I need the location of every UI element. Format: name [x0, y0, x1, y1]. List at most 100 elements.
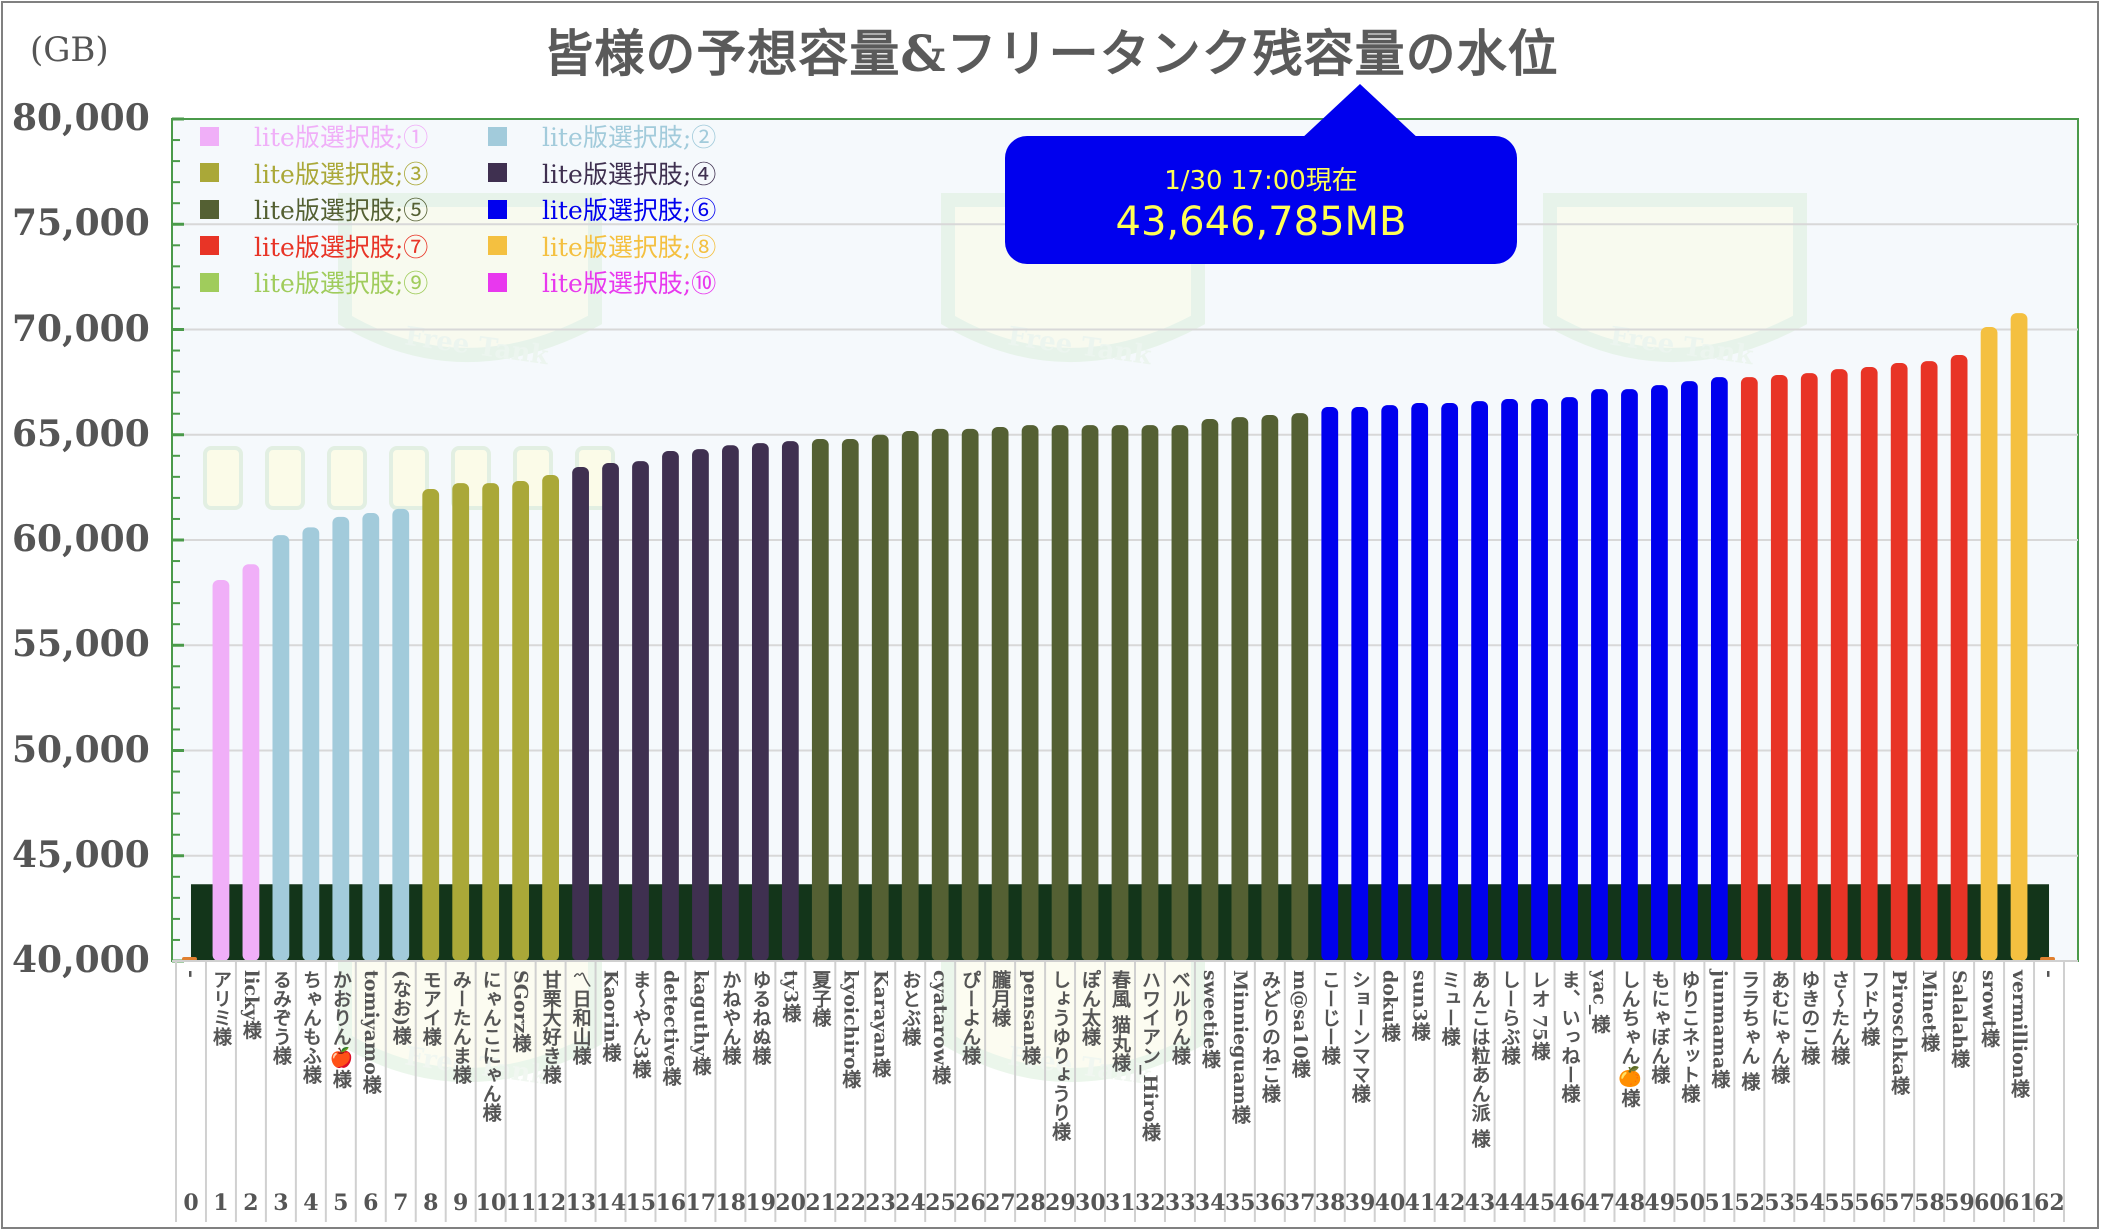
- x-category-name: しょうゆりょうり様: [1049, 970, 1072, 1141]
- x-category-name: vermillion様: [2008, 970, 2031, 1098]
- legend-swatch: [200, 236, 219, 255]
- x-category-name: kaguthy様: [689, 970, 712, 1076]
- x-tick-label: 51: [1704, 1190, 1735, 1216]
- y-tick-label: 75,000: [12, 202, 150, 245]
- x-category-name: ちゃんもふ様: [299, 970, 322, 1084]
- x-category-name: sweetie様: [1198, 970, 1221, 1069]
- x-tick-label: 15: [625, 1190, 657, 1216]
- legend-swatch: [200, 199, 219, 219]
- x-tick-label: 7: [393, 1190, 409, 1216]
- x-tick-label: 33: [1164, 1190, 1196, 1216]
- x-tick-label: 28: [1015, 1190, 1046, 1216]
- bar: [751, 443, 769, 961]
- x-tick-label: 25: [925, 1190, 956, 1216]
- bar: [1920, 361, 1938, 961]
- callout-date: 1/30 17:00現在: [1164, 166, 1358, 196]
- legend-item: lite版選択肢;④: [488, 155, 716, 189]
- x-category-name: sun3様: [1408, 970, 1431, 1041]
- x-tick-label: 42: [1434, 1190, 1466, 1216]
- bar: [662, 450, 679, 961]
- x-tick-label: 29: [1045, 1190, 1076, 1216]
- x-category-name: ハワイアン_Hiro様: [1138, 970, 1161, 1142]
- legend-label: lite版選択肢;⑨: [254, 269, 429, 298]
- callout-total-value: 43,646,785MB: [1115, 199, 1407, 245]
- legend-swatch: [200, 163, 219, 182]
- x-tick-label: 2: [243, 1190, 259, 1216]
- x-tick-label: 61: [2004, 1190, 2035, 1216]
- bar: [1441, 402, 1459, 962]
- x-tick-label: 5: [333, 1190, 349, 1216]
- bar: [1201, 418, 1219, 961]
- legend-item: lite版選択肢;⑩: [488, 264, 716, 298]
- x-tick-label: 48: [1614, 1190, 1646, 1216]
- legend-swatch: [488, 163, 507, 182]
- x-category-name: フドウ様: [1858, 970, 1881, 1046]
- y-tick-label: 60,000: [12, 518, 150, 560]
- x-category-name: Kaorin様: [599, 970, 622, 1062]
- y-tick-label: 55,000: [12, 623, 150, 666]
- bar: [1950, 354, 1968, 962]
- x-category-name: (なお)様: [389, 970, 412, 1045]
- bar: [871, 434, 889, 961]
- legend-label: lite版選択肢;④: [542, 159, 717, 189]
- y-tick-label: 80,000: [12, 97, 150, 139]
- bar: [1381, 405, 1399, 962]
- x-tick-label: 45: [1524, 1190, 1556, 1216]
- bar: [1681, 381, 1698, 961]
- legend-label: lite版選択肢;⑧: [542, 232, 717, 262]
- x-tick-label: 31: [1105, 1190, 1136, 1216]
- legend-label: lite版選択肢;①: [254, 123, 429, 152]
- x-tick-label: 49: [1644, 1190, 1676, 1216]
- legend-label: lite版選択肢;⑩: [542, 269, 717, 298]
- x-tick-label: 50: [1674, 1190, 1706, 1216]
- legend-item: lite版選択肢;①: [200, 118, 428, 152]
- x-category-name: -: [179, 970, 202, 978]
- y-axis-unit-label: (GB): [30, 30, 109, 70]
- legend-item: lite版選択肢;②: [488, 118, 716, 152]
- x-category-name: ぴーよん様: [959, 970, 982, 1065]
- bar: [632, 461, 649, 961]
- bar: [1291, 413, 1309, 962]
- legend-item: lite版選択肢;③: [200, 155, 428, 189]
- bar: [1621, 389, 1638, 961]
- x-tick-label: 17: [685, 1190, 717, 1216]
- x-category-name: Minet様: [1918, 970, 1941, 1052]
- bar: [1531, 398, 1548, 962]
- x-category-name: tomiyamo様: [359, 970, 382, 1094]
- bar: [1111, 425, 1129, 961]
- bar: [1830, 369, 1848, 962]
- x-tick-label: 32: [1134, 1190, 1166, 1216]
- legend-item: lite版選択肢;⑥: [488, 191, 716, 225]
- x-category-name: 〽日和山様: [569, 970, 592, 1065]
- x-category-name: ま、いっねー様: [1558, 970, 1581, 1103]
- x-tick-label: 40: [1374, 1190, 1406, 1216]
- bar: [512, 481, 530, 961]
- bar: [1321, 406, 1339, 961]
- x-tick-label: 18: [715, 1190, 747, 1216]
- bar: [212, 579, 230, 961]
- x-tick-label: 56: [1854, 1190, 1885, 1216]
- x-tick-label: 27: [985, 1190, 1016, 1216]
- legend-label: lite版選択肢;③: [254, 159, 429, 189]
- bar: [1171, 425, 1189, 961]
- x-category-name: ベルりん様: [1168, 970, 1191, 1065]
- bar: [1501, 398, 1518, 962]
- callout-pointer: [1300, 84, 1420, 140]
- x-category-name: あんこは粒あん派 様: [1468, 970, 1491, 1148]
- x-tick-label: 47: [1584, 1190, 1616, 1216]
- x-category-name: ま～やん3様: [629, 970, 652, 1079]
- x-category-name: ty3様: [779, 970, 802, 1023]
- x-category-name: もにゃぼん様: [1648, 970, 1671, 1084]
- legend-label: lite版選択肢;②: [542, 123, 717, 152]
- bar: [482, 483, 500, 961]
- x-tick-label: 38: [1314, 1190, 1346, 1216]
- x-category-name: 甘栗大好き様: [539, 970, 562, 1084]
- x-tick-label: 23: [865, 1190, 896, 1216]
- bar: [931, 428, 949, 962]
- water-level-callout: 1/30 17:00現在 43,646,785MB: [1005, 136, 1517, 264]
- bar: [1021, 425, 1039, 961]
- x-category-name: kyoichiro様: [839, 970, 862, 1089]
- bar: [722, 445, 739, 961]
